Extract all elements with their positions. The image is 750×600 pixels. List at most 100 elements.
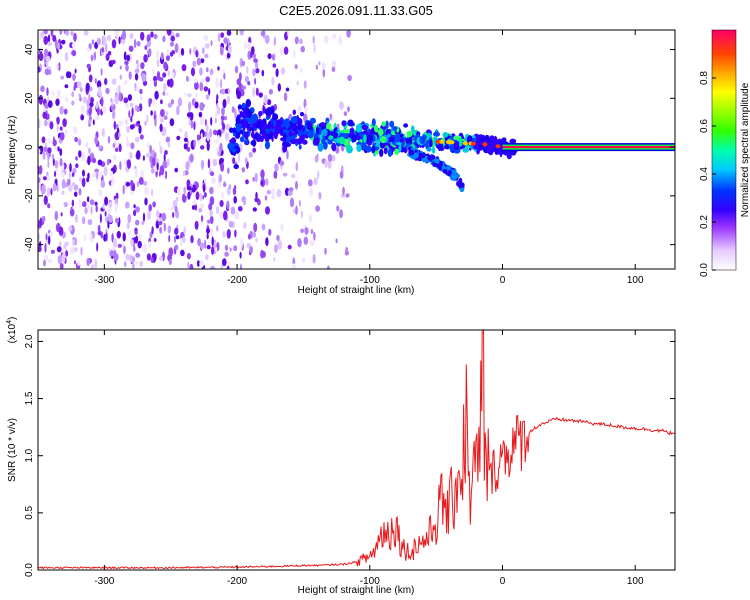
spectrogram-trace-cell [355,135,362,140]
spectrogram-noise-cell [219,142,223,152]
spectrogram-noise-cell [60,165,65,172]
spectrogram-noise-cell [86,196,90,203]
spectrogram-noise-cell [95,171,99,179]
spectrogram-noise-cell [44,48,49,58]
spectrogram-branch-cell [409,149,415,156]
spectrogram-noise-cell [210,117,213,126]
spectrogram-noise-cell [185,161,190,171]
spectrogram-noise-cell [109,170,114,177]
spectrogram-noise-cell [209,196,215,206]
spectrogram-noise-cell [68,184,73,192]
spectrogram-noise-cell [260,249,264,259]
spectrogram-noise-cell [118,91,122,102]
spectrogram-noise-cell [123,261,127,268]
spectrogram-trace-cell [302,139,308,145]
spectrogram-xtick-label: -100 [360,275,380,286]
spectrogram-noise-cell [134,230,138,235]
spectrogram-noise-cell [188,101,192,112]
spectrogram-trace-cell [363,134,367,143]
spectrogram-noise-cell [324,247,327,255]
spectrogram-noise-cell [59,157,63,167]
spectrogram-noise-cell [64,51,69,62]
spectrogram-noise-cell [158,256,164,261]
spectrogram-trace-cell [264,108,271,115]
spectrogram-noise-cell [119,65,122,70]
spectrogram-noise-cell [200,215,204,222]
spectrogram-noise-cell [43,30,48,35]
spectrogram-noise-cell [203,86,209,92]
spectrogram-trace-cell [292,124,297,133]
spectrogram-noise-cell [346,30,351,38]
spectrogram-noise-cell [86,99,90,109]
spectrogram-noise-cell [264,195,268,201]
spectrogram-noise-cell [54,39,58,49]
spectrogram-noise-cell [338,35,343,45]
spectrogram-noise-cell [65,71,70,79]
spectrogram-noise-cell [160,118,164,123]
spectrogram-trace-cell [250,140,257,146]
spectrogram-noise-cell [204,118,207,127]
spectrogram-noise-cell [223,210,228,221]
spectrogram-noise-cell [112,142,116,148]
spectrogram-noise-cell [105,53,110,61]
spectrogram-noise-cell [55,98,60,107]
spectrogram-noise-cell [71,100,75,106]
spectrogram-noise-cell [64,84,69,89]
spectrogram-trace-cell [315,126,320,133]
spectrogram-noise-cell [162,35,166,43]
spectrogram-noise-cell [181,64,187,72]
spectrogram-hot-cell [482,142,488,147]
spectrogram-noise-cell [133,204,136,209]
spectrogram-noise-cell [195,181,199,189]
colorbar-tick-label: 0.8 [699,71,710,85]
spectrogram-noise-cell [68,225,73,232]
snr-xtick-label: 100 [627,576,644,587]
spectrogram-noise-cell [130,142,135,150]
spectrogram-noise-cell [174,227,179,235]
spectrogram-noise-cell [123,80,128,85]
spectrogram-noise-cell [200,78,205,83]
spectrogram-branch-cell [421,157,427,163]
spectrogram-trace-cell [288,131,293,137]
spectrogram-noise-cell [255,87,259,96]
spectrogram-noise-cell [112,109,116,120]
spectrogram-noise-cell [253,222,258,233]
spectrogram-noise-cell [78,198,82,208]
spectrogram-noise-cell [49,121,54,130]
spectrogram-noise-cell [148,98,151,108]
spectrogram-noise-cell [297,105,302,115]
spectrogram-noise-cell [336,205,340,212]
spectrogram-trace-cell [458,137,463,147]
spectrogram-noise-cell [215,147,220,152]
spectrogram-noise-cell [152,201,156,208]
spectrogram-noise-cell [277,239,283,250]
spectrogram-noise-cell [201,47,205,55]
spectrogram-noise-cell [248,233,251,240]
spectrogram-noise-cell [40,31,44,39]
spectrogram-noise-cell [287,244,292,250]
spectrogram-trace-cell [393,134,401,143]
spectrogram-trace-cell [296,138,303,145]
spectrogram-noise-cell [111,176,115,183]
spectrogram-noise-cell [154,90,159,100]
spectrogram-noise-cell [169,41,175,47]
spectrogram-noise-cell [45,233,48,241]
spectrogram-noise-cell [216,94,219,101]
spectrogram-trace [227,98,675,193]
spectrogram-trace-cell [227,142,234,151]
spectrogram-noise-cell [119,161,122,171]
spectrogram-noise-cell [194,81,199,91]
spectrogram-noise-cell [204,239,207,249]
spectrogram-noise-cell [47,203,51,209]
spectrogram-noise-cell [156,58,160,68]
spectrogram-trace-cell [249,119,256,124]
spectrogram-noise-cell [224,251,229,257]
spectrogram-noise-cell [217,134,220,141]
spectrogram-noise-cell [142,212,146,222]
spectrogram-noise-cell [47,100,53,108]
spectrogram-noise-cell [318,61,321,66]
spectrogram-noise-cell [170,99,174,105]
spectrogram-noise-cell [59,148,63,157]
spectrogram-noise-cell [303,113,308,123]
spectrogram-noise-cell [57,146,60,152]
